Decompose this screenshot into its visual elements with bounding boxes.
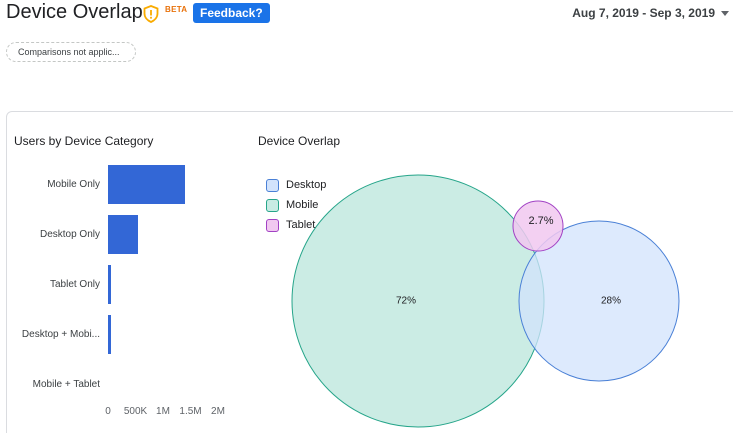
venn-chart-title: Device Overlap (258, 134, 341, 148)
bar[interactable] (108, 315, 111, 354)
comparisons-chip[interactable]: Comparisons not applic... (6, 42, 136, 62)
date-range-text: Aug 7, 2019 - Sep 3, 2019 (572, 6, 715, 20)
tablet-percent-label: 2.7% (528, 215, 554, 227)
legend-item-desktop[interactable]: Desktop (266, 175, 326, 195)
legend-item-mobile[interactable]: Mobile (266, 195, 326, 215)
bar[interactable] (108, 265, 111, 304)
x-axis-tick: 500K (123, 406, 148, 417)
bar[interactable] (108, 215, 138, 254)
mobile-swatch (266, 198, 279, 212)
bar-category-label: Tablet Only (49, 278, 100, 290)
beta-badge: BETA (165, 5, 188, 14)
page-title: Device Overlap (6, 1, 143, 23)
desktop-circle[interactable] (518, 220, 680, 382)
tablet-swatch (266, 218, 279, 232)
desktop-percent-label: 28% (600, 295, 622, 307)
bar-chart-title: Users by Device Category (14, 134, 154, 148)
legend-label: Desktop (286, 179, 327, 191)
bar-category-label: Mobile + Tablet (32, 378, 100, 390)
page-header: Device Overlap BETA Feedback? Aug 7, 201… (0, 0, 733, 30)
x-axis-tick: 1M (156, 406, 170, 417)
mobile-percent-label: 72% (395, 295, 417, 307)
x-axis-tick: 0 (105, 406, 111, 417)
warning-shield-icon[interactable] (143, 5, 159, 23)
legend-label: Mobile (286, 199, 319, 211)
bar-category-label: Desktop Only (39, 228, 100, 240)
report-card (6, 111, 733, 433)
x-axis-tick: 1.5M (179, 406, 202, 417)
bar-category-label: Desktop + Mobi... (21, 328, 100, 340)
feedback-button[interactable]: Feedback? (193, 3, 270, 23)
bar[interactable] (108, 165, 185, 204)
legend-label: Tablet (286, 219, 316, 231)
chevron-down-icon (721, 10, 729, 16)
venn-legend: Desktop Mobile Tablet (266, 175, 326, 235)
mobile-circle[interactable] (291, 174, 545, 428)
desktop-swatch (266, 178, 279, 192)
legend-item-tablet[interactable]: Tablet (266, 215, 326, 235)
x-axis-tick: 2M (211, 406, 225, 417)
date-range-picker[interactable]: Aug 7, 2019 - Sep 3, 2019 (572, 6, 729, 20)
bar-category-label: Mobile Only (47, 178, 100, 190)
tablet-circle[interactable] (512, 200, 564, 252)
